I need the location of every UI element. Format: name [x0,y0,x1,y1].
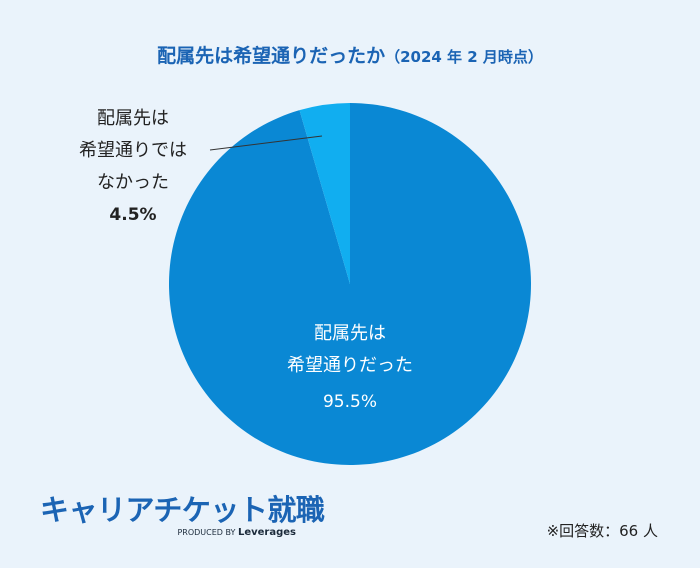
chart-title-main: 配属先は希望通りだったか [157,45,386,67]
slice-value-label: 95.5% [322,392,377,412]
slice-label-as-hoped: 配属先は 希望通りだった 95.5% [250,318,450,418]
slice-value-label: 4.5% [109,205,157,225]
slice-label-line: 配属先は [97,108,169,129]
slice-label-line: 希望通りだった [287,355,413,376]
pie-slice-not-as-hoped [299,103,350,284]
logo-text: キャリアチケット就職 [40,495,325,527]
chart-title: 配属先は希望通りだったか（2024 年 2 月時点） [0,41,700,68]
pie-slice-as-hoped [168,103,531,466]
respondent-count-note: ※回答数：66 人 [546,522,658,540]
slice-label-line: 配属先は [314,323,386,344]
brand-logo: キャリアチケット就職 PRODUCED BY Leverages [40,487,325,538]
chart-subtitle: （2024 年 2 月時点） [385,48,543,66]
leader-line [209,135,323,151]
logo-byline: PRODUCED BY Leverages [177,527,296,538]
logo-byline-prefix: PRODUCED BY [177,528,236,537]
slice-label-not-as-hoped: 配属先は 希望通りでは なかった 4.5% [58,103,208,231]
slice-label-line: なかった [97,172,169,193]
logo-byline-brand: Leverages [237,527,296,538]
slice-label-line: 希望通りでは [79,140,187,161]
